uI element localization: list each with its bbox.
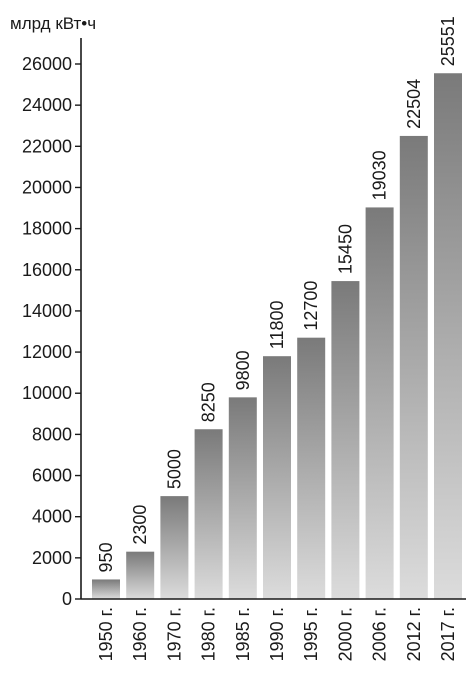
bar-value-label: 22504	[404, 79, 424, 129]
bar	[228, 397, 257, 599]
y-tick-label: 4000	[32, 507, 72, 527]
x-category-label: 2006 г.	[370, 607, 390, 661]
bar	[194, 429, 223, 599]
value-labels: 950 2300 5000 8250 9800 11800 12700 15450 19030 2…	[96, 16, 458, 572]
bar-value-label: 11800	[267, 300, 287, 349]
bar-value-label: 9800	[233, 350, 253, 390]
bar-value-label: 12700	[301, 281, 321, 331]
y-tick-label: 20000	[22, 177, 72, 197]
y-tick-label: 12000	[22, 342, 72, 362]
x-category-label: 1950 г.	[96, 607, 116, 661]
y-tick-label: 26000	[22, 54, 72, 74]
x-axis: 1950 г. 1960 г. 1970 г. 1980 г. 1985 г. 1990 …	[81, 598, 466, 661]
bar	[92, 579, 120, 599]
x-category-label: 2017 г.	[438, 607, 458, 661]
y-tick-label: 24000	[22, 95, 72, 115]
bar	[263, 356, 291, 599]
y-tick-label: 18000	[22, 219, 72, 239]
x-category-label: 1980 г.	[199, 607, 219, 661]
bar-value-label: 25551	[438, 16, 458, 66]
y-tick-label: 14000	[22, 301, 72, 321]
bar-value-label: 5000	[164, 449, 184, 489]
bar	[434, 73, 462, 600]
y-tick-label: 2000	[32, 548, 72, 568]
x-category-label: 1995 г.	[301, 607, 321, 661]
bar	[297, 337, 326, 599]
y-axis: 0 2000 4000 6000 8000 10000 12000 14000 16000 180…	[22, 38, 82, 609]
y-tick-label: 10000	[22, 383, 72, 403]
bar-value-label: 8250	[199, 382, 219, 422]
bar	[126, 551, 155, 599]
y-tick-label: 22000	[22, 136, 72, 156]
x-category-label: 1990 г.	[267, 607, 287, 661]
bar	[160, 496, 189, 599]
bars	[92, 73, 462, 600]
y-tick-label: 6000	[32, 466, 72, 486]
x-category-label: 1970 г.	[164, 607, 184, 661]
x-category-label: 2000 г.	[335, 607, 355, 661]
bar	[331, 281, 360, 599]
x-category-label: 1985 г.	[233, 607, 253, 661]
x-category-label: 2012 г.	[404, 607, 424, 661]
y-axis-unit-label: млрд кВт•ч	[10, 14, 96, 33]
bar	[399, 135, 428, 599]
bar-value-label: 2300	[130, 505, 150, 545]
y-tick-label: 16000	[22, 260, 72, 280]
x-category-label: 1960 г.	[130, 607, 150, 661]
bar-value-label: 19030	[370, 150, 390, 200]
bar-value-label: 15450	[335, 224, 355, 274]
bar-value-label: 950	[96, 542, 116, 572]
y-tick-label: 8000	[32, 424, 72, 444]
bar	[365, 207, 394, 600]
y-tick-label: 0	[62, 589, 72, 609]
